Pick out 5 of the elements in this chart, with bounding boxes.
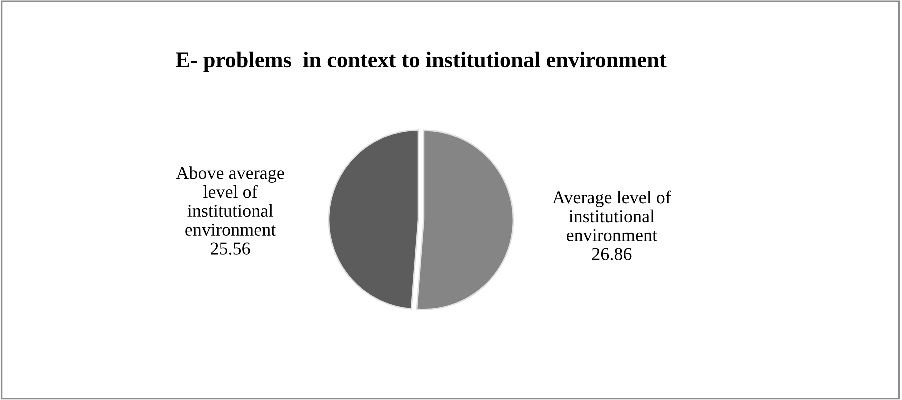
- slice-label: Above average level of institutional environment: [176, 166, 284, 236]
- chart-title: E- problems in context to institutional environment: [176, 52, 667, 72]
- data-label: 25.56: [211, 242, 250, 255]
- slice-label: Average level of institutional environment: [552, 190, 672, 242]
- data-label: 26.86: [592, 248, 632, 260]
